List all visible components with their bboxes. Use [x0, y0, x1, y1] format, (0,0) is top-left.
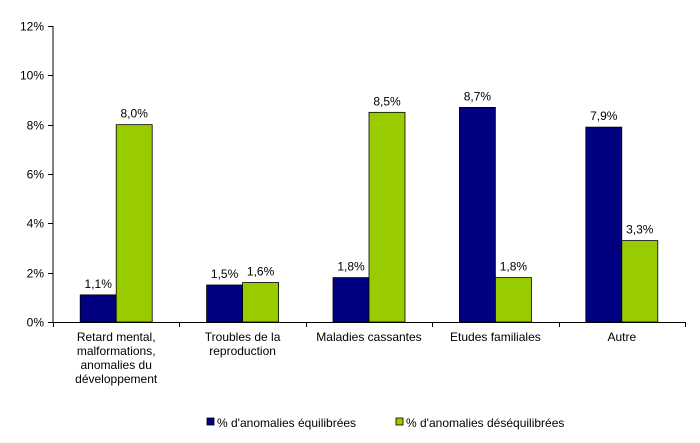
- x-category-label-line: malformations,: [77, 344, 156, 358]
- bar-series-1: [332, 277, 370, 323]
- bar-data-label: 1,5%: [211, 267, 239, 281]
- legend-swatch-series-2: [395, 417, 404, 426]
- x-category-label: Etudes familiales: [450, 330, 541, 344]
- bar-data-label: 8,5%: [373, 94, 401, 108]
- bar-data-label: 8,0%: [121, 107, 149, 121]
- legend: % d'anomalies équilibrées % d'anomalies d…: [206, 416, 564, 430]
- bar-data-label: 1,1%: [85, 277, 113, 291]
- x-category-label: Maladies cassantes: [316, 330, 421, 344]
- legend-label-series-2: % d'anomalies déséquilibrées: [406, 416, 564, 430]
- x-category-label-line: Autre: [607, 330, 636, 344]
- y-tick-label: 0%: [27, 316, 45, 330]
- bar-series-2: [115, 124, 153, 323]
- x-category-label-line: développement: [75, 372, 158, 386]
- bar-series-1: [585, 126, 623, 323]
- y-axis: 0% 2% 4% 6% 8% 10% 12%: [20, 20, 54, 330]
- bar-series-1: [206, 284, 244, 323]
- bar-data-label: 3,3%: [626, 223, 654, 237]
- y-tick-label: 10%: [20, 69, 44, 83]
- x-category-label: Retard mental, malformations, anomalies du…: [75, 330, 158, 386]
- bar-series-2: [368, 111, 406, 323]
- x-category-label-line: Maladies cassantes: [316, 330, 421, 344]
- bar-series-2: [494, 277, 532, 323]
- x-category-label-line: reproduction: [209, 344, 276, 358]
- bars: [79, 107, 659, 323]
- y-tick-label: 2%: [27, 267, 45, 281]
- bar-data-label: 1,8%: [500, 260, 528, 274]
- y-tick-label: 12%: [20, 20, 44, 34]
- x-category-label-line: Troubles de la: [205, 330, 281, 344]
- x-category-label-line: Etudes familiales: [450, 330, 541, 344]
- x-category-label: Autre: [607, 330, 636, 344]
- x-category-label-line: anomalies du: [81, 358, 152, 372]
- x-category-label-line: Retard mental,: [77, 330, 156, 344]
- legend-label-series-1: % d'anomalies équilibrées: [217, 416, 356, 430]
- bar-series-2: [242, 282, 280, 323]
- bar-data-label: 8,7%: [464, 89, 492, 103]
- bar-data-label: 1,8%: [337, 260, 365, 274]
- y-tick-label: 8%: [27, 119, 45, 133]
- bar-series-1: [458, 107, 496, 323]
- y-tick-label: 4%: [27, 217, 45, 231]
- y-tick-label: 6%: [27, 168, 45, 182]
- bar-series-2: [621, 240, 659, 323]
- bar-data-label: 7,9%: [590, 109, 618, 123]
- data-labels: 1,1% 8,0% 1,5% 1,6% 1,8% 8,5% 8,7% 1,8% 7,9% 3,3%: [85, 89, 654, 290]
- x-category-label: Troubles de la reproduction: [205, 330, 281, 358]
- bar-data-label: 1,6%: [247, 265, 275, 279]
- bar-series-1: [79, 294, 117, 323]
- x-axis: Retard mental, malformations, anomalies du…: [53, 322, 686, 386]
- legend-swatch-series-1: [206, 417, 215, 426]
